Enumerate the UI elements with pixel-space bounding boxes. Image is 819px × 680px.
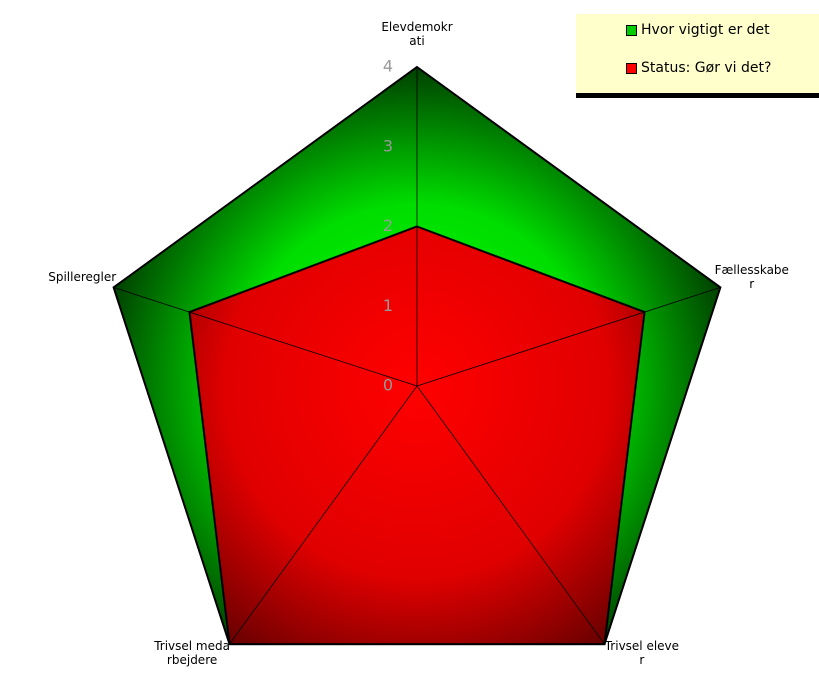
legend-swatch: [626, 24, 637, 36]
facet-line: [229, 385, 418, 645]
series-area: [188, 225, 646, 646]
tick-label: 0: [383, 376, 393, 395]
tick-label: 2: [383, 216, 393, 235]
legend: Hvor vigtigt er det Status: Gør vi det?: [576, 14, 819, 98]
category-label: Trivsel medarbejdere: [154, 638, 230, 667]
legend-label: Hvor vigtigt er det: [641, 22, 770, 38]
legend-item: Status: Gør vi det?: [626, 60, 771, 76]
category-label: Spilleregler: [48, 270, 117, 285]
tick-label: 1: [383, 296, 393, 315]
tick-label: 4: [383, 57, 393, 76]
facet-line: [189, 311, 418, 387]
category-label: Fællesskaber: [714, 263, 789, 292]
legend-item: Hvor vigtigt er det: [626, 22, 770, 38]
facet-line: [416, 385, 605, 645]
facet-line: [416, 311, 645, 387]
category-label: Trivsel elever: [604, 638, 680, 667]
category-label: Elevdemokrati: [381, 20, 453, 48]
legend-swatch: [626, 62, 637, 74]
tick-label: 3: [383, 136, 393, 155]
legend-label: Status: Gør vi det?: [641, 60, 772, 76]
